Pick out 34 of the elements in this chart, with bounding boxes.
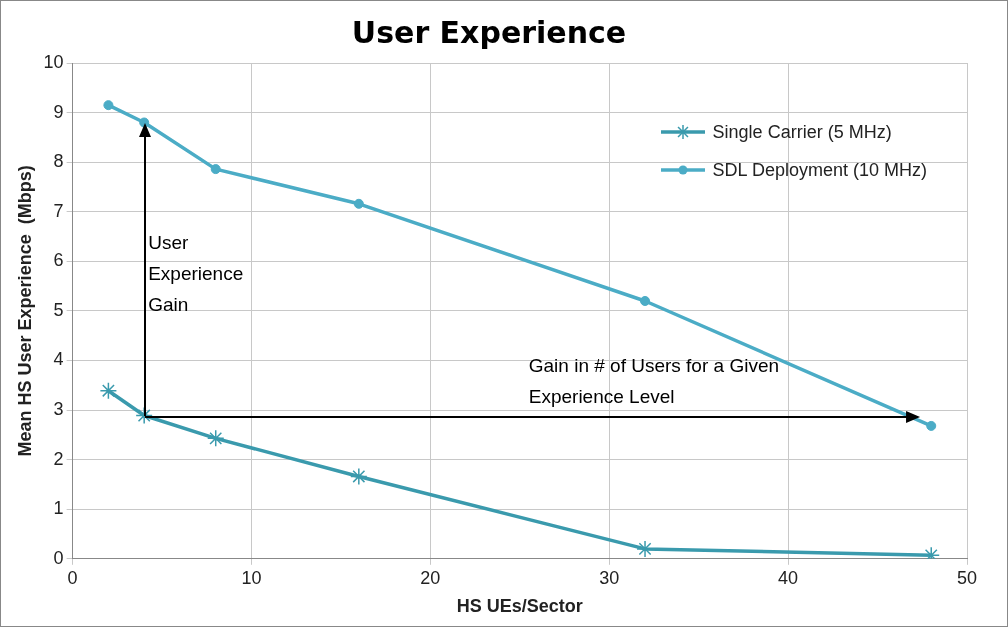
legend-label: SDL Deployment (10 MHz): [712, 159, 927, 182]
point: [353, 198, 364, 209]
x-tick-label: 50: [956, 567, 978, 588]
y-tick-label: 2: [53, 448, 64, 469]
y-tick-label: 4: [53, 349, 64, 370]
point: [99, 381, 118, 400]
y-tick-label: 9: [53, 101, 64, 122]
y-tick-label: 6: [53, 250, 64, 271]
point: [206, 429, 225, 448]
x-tick-label: 30: [599, 567, 620, 588]
chart-title: User Experience: [351, 14, 627, 50]
y-tick-label: 7: [53, 200, 64, 221]
y-tick-label: 5: [53, 299, 64, 320]
annotation: User Experience Gain: [148, 230, 245, 317]
x-tick-label: 0: [67, 567, 78, 588]
point: [926, 420, 937, 431]
y-tick-label: 1: [53, 498, 64, 519]
point: [636, 540, 654, 558]
x-axis-title: HS UEs/Sector: [456, 596, 583, 617]
y-tick-label: 0: [53, 547, 64, 568]
point: [103, 100, 114, 111]
y-tick-label: 10: [43, 51, 64, 72]
x-tick-label: 40: [778, 567, 799, 588]
x-tick-label: 10: [241, 567, 262, 588]
annotation: Gain in # of Users for a Given Experience Level: [528, 353, 781, 409]
y-axis-title: Mean HS User Experience (Mbps): [14, 165, 35, 457]
legend-label: Single Carrier (5 MHz): [712, 121, 892, 144]
y-tick-label: 3: [53, 399, 64, 420]
point: [135, 406, 153, 425]
point: [640, 295, 651, 306]
point: [210, 164, 221, 175]
point: [350, 467, 368, 486]
y-tick-label: 8: [53, 151, 64, 172]
x-tick-label: 20: [420, 567, 441, 588]
